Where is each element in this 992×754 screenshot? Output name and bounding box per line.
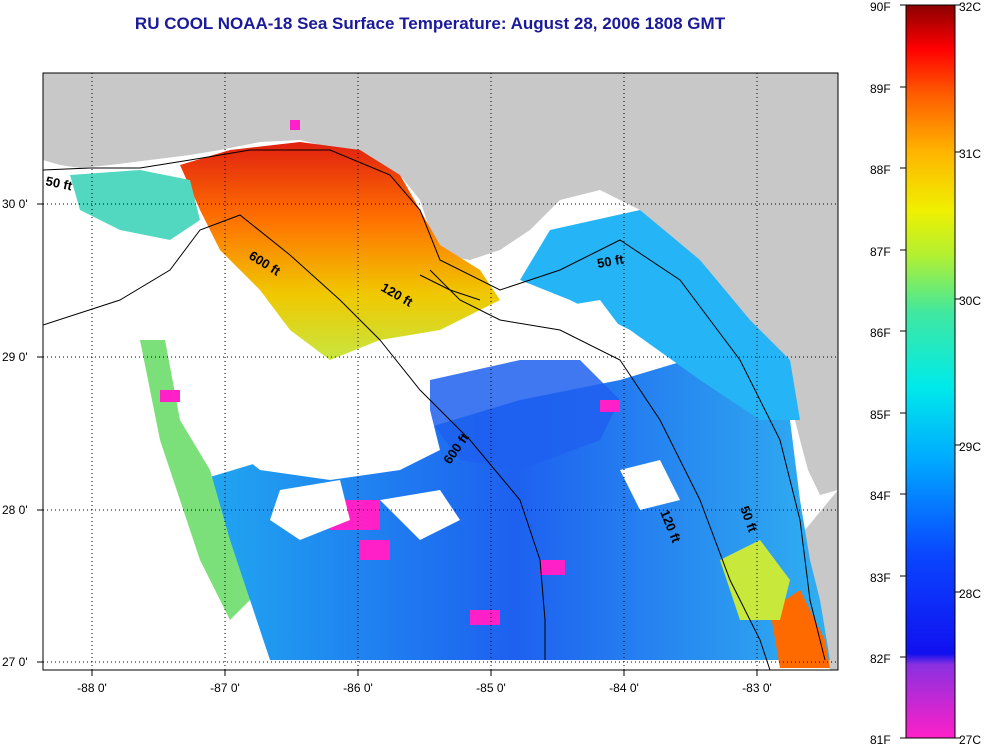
colorbar-label-83f: 83F — [870, 571, 891, 585]
colorbar-label-85f: 85F — [870, 408, 891, 422]
sst-region-cyan-west — [70, 170, 200, 240]
lat-label-30: 30 0' — [2, 197, 28, 211]
colorbar-label-89f: 89F — [870, 82, 891, 96]
sst-region-cyan-east — [520, 210, 800, 420]
land-southeast — [800, 490, 838, 670]
colorbar-label-88f: 88F — [870, 163, 891, 177]
lon-label-86: -86 0' — [343, 681, 373, 695]
map-title: RU COOL NOAA-18 Sea Surface Temperature:… — [134, 14, 726, 33]
axis-ticks — [37, 203, 758, 676]
lon-label-83: -83 0' — [742, 681, 772, 695]
colorbar-label-82f: 82F — [870, 652, 891, 666]
colorbar-label-87f: 87F — [870, 245, 891, 259]
colorbar-label-30c: 30C — [959, 294, 981, 308]
lon-label-88: -88 0' — [77, 681, 107, 695]
lat-label-27: 27 0' — [2, 655, 28, 669]
depth-contours — [43, 149, 826, 670]
lat-label-29: 29 0' — [2, 350, 28, 364]
sst-region-hot-southeast — [770, 590, 830, 668]
plot-frame — [42, 72, 839, 671]
colorbar-label-90f: 90F — [870, 0, 891, 14]
colorbar-ticks — [900, 4, 961, 739]
land-west — [43, 73, 100, 150]
contour-label-50ft-bigbend: 50 ft — [596, 251, 626, 271]
lat-label-28: 28 0' — [2, 503, 28, 517]
colorbar-label-27c: 27C — [959, 733, 981, 747]
land-north — [43, 73, 838, 495]
lon-label-85: -85 0' — [476, 681, 506, 695]
colorbar-label-28c: 28C — [959, 587, 981, 601]
lon-label-84: -84 0' — [609, 681, 639, 695]
colorbar-label-81f: 81F — [870, 733, 891, 747]
colorbar — [905, 4, 956, 739]
nodata-areas — [180, 300, 680, 540]
lon-label-87: -87 0' — [210, 681, 240, 695]
sst-region-yellow-east — [720, 540, 790, 620]
sst-region-blue-central — [430, 360, 620, 470]
colorbar-label-29c: 29C — [959, 440, 981, 454]
sst-region-green-west — [140, 340, 250, 620]
sst-region-cool-south — [200, 350, 830, 660]
sst-region-warm-north — [180, 142, 500, 360]
contour-label-50ft-west: 50 ft — [44, 173, 74, 193]
colorbar-label-32c: 32C — [959, 0, 981, 14]
grid-lines — [43, 73, 838, 670]
colorbar-label-84f: 84F — [870, 489, 891, 503]
colorbar-label-86f: 86F — [870, 326, 891, 340]
colorbar-label-31c: 31C — [959, 147, 981, 161]
